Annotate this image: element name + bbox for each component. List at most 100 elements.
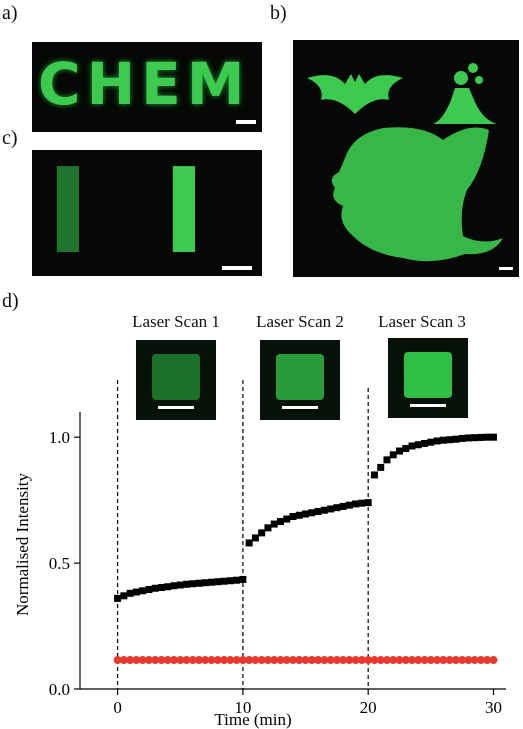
data-point-square <box>370 471 378 479</box>
data-point-circle <box>345 656 354 665</box>
data-point-square <box>208 578 216 586</box>
scan-image-2 <box>260 340 340 420</box>
data-point-circle <box>238 656 247 665</box>
data-point-square <box>132 588 140 596</box>
data-point-square <box>302 510 310 518</box>
data-point-circle <box>339 656 348 665</box>
scan-label-2: Laser Scan 2 <box>256 312 344 331</box>
chem-text: CHEM <box>38 50 251 118</box>
data-point-square <box>352 500 360 508</box>
data-point-circle <box>433 656 442 665</box>
y-tick-label: 1.0 <box>49 428 70 447</box>
volcano-plume <box>475 76 483 84</box>
data-point-square <box>433 437 441 445</box>
data-point-circle <box>420 656 429 665</box>
data-point-square <box>452 435 460 443</box>
data-point-square <box>327 505 335 513</box>
data-point-circle <box>301 656 310 665</box>
data-point-circle <box>320 656 329 665</box>
data-point-circle <box>426 656 435 665</box>
scan-square <box>276 354 324 400</box>
data-point-circle <box>151 656 160 665</box>
data-point-square <box>458 434 466 442</box>
scan-image-1 <box>136 340 216 420</box>
panel-label-d: d) <box>2 290 19 312</box>
letter-i-dim: I <box>46 150 90 276</box>
data-point-circle <box>408 656 417 665</box>
data-point-square <box>226 577 234 585</box>
data-point-circle <box>188 656 197 665</box>
data-point-circle <box>439 656 448 665</box>
data-point-square <box>151 584 159 592</box>
panel-b-image <box>293 40 519 277</box>
data-point-square <box>170 582 178 590</box>
data-point-circle <box>289 656 297 665</box>
data-point-circle <box>220 656 229 665</box>
data-point-circle <box>458 656 467 665</box>
data-point-circle <box>445 656 454 665</box>
data-point-circle <box>257 656 266 665</box>
data-point-square <box>251 534 259 542</box>
data-point-square <box>189 580 197 588</box>
data-point-circle <box>476 656 485 665</box>
data-point-circle <box>483 656 492 665</box>
data-point-circle <box>119 656 128 665</box>
data-point-square <box>308 509 316 517</box>
scan-label-1: Laser Scan 1 <box>132 312 220 331</box>
data-point-circle <box>307 656 316 665</box>
data-point-square <box>276 518 284 526</box>
volcano-plume <box>468 63 478 73</box>
data-point-circle <box>364 656 373 665</box>
data-point-square <box>339 502 347 510</box>
scale-bar <box>158 406 194 409</box>
data-point-square <box>408 442 416 450</box>
data-point-square <box>120 592 128 600</box>
data-point-square <box>295 511 303 519</box>
data-point-square <box>396 447 403 455</box>
scale-bar <box>410 404 446 407</box>
panel-b-shapes <box>307 63 503 262</box>
data-point-square <box>239 575 247 583</box>
data-point-circle <box>314 656 323 665</box>
data-point-square <box>345 501 353 509</box>
data-point-circle <box>251 656 260 665</box>
scan-square <box>404 352 452 398</box>
volcano-shape <box>433 88 497 124</box>
data-point-square <box>183 580 190 588</box>
data-point-square <box>114 594 122 602</box>
data-point-circle <box>263 656 272 665</box>
data-point-circle <box>213 656 222 665</box>
y-axis-label: Normalised Intensity <box>13 472 32 616</box>
data-point-circle <box>176 656 185 665</box>
data-point-square <box>201 579 209 587</box>
letter-i-bright: I <box>162 150 206 276</box>
data-point-circle <box>144 656 153 665</box>
scale-bar <box>499 267 513 270</box>
data-point-square <box>164 583 172 591</box>
data-point-circle <box>207 656 216 665</box>
panel-label-c: c) <box>2 127 18 149</box>
data-point-circle <box>370 656 379 665</box>
scale-bar <box>282 406 318 409</box>
panel-a-image: CHEM <box>32 42 262 132</box>
data-point-square <box>176 581 184 589</box>
panel-c-image: I I <box>32 150 262 276</box>
data-point-circle <box>389 656 398 665</box>
data-point-square <box>439 436 447 444</box>
data-point-square <box>214 578 222 586</box>
data-point-circle <box>270 656 279 665</box>
data-point-square <box>289 513 297 521</box>
scale-bar <box>236 120 256 124</box>
scan-square <box>152 354 200 400</box>
data-point-square <box>377 463 385 471</box>
scale-bar <box>222 266 252 270</box>
scan-image-3 <box>388 338 468 418</box>
data-point-circle <box>401 656 410 665</box>
data-point-square <box>358 499 366 507</box>
data-point-square <box>389 451 397 459</box>
data-point-square <box>414 441 422 449</box>
data-point-square <box>464 434 472 442</box>
data-point-square <box>245 539 253 547</box>
y-tick-label: 0.5 <box>49 554 70 573</box>
data-point-circle <box>195 656 204 665</box>
